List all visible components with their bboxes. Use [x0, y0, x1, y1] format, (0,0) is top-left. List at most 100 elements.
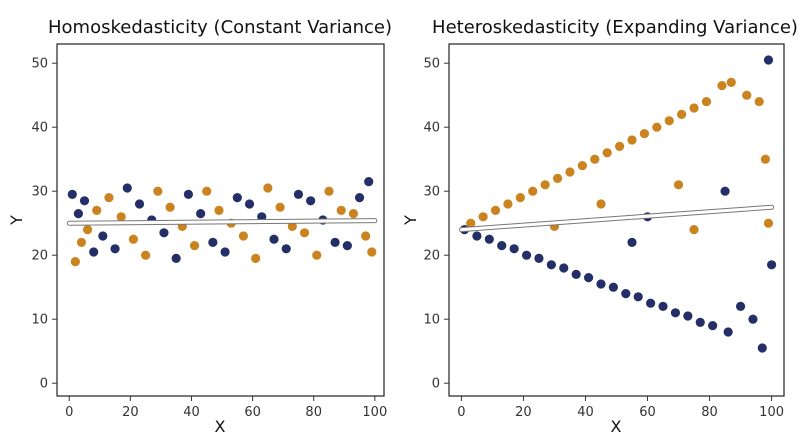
data-point: [287, 221, 297, 231]
data-point: [763, 55, 774, 65]
plot-frame: [56, 43, 385, 397]
data-point: [571, 269, 581, 279]
data-point: [330, 237, 340, 247]
data-point: [275, 202, 285, 212]
data-point: [189, 241, 200, 251]
data-point: [67, 189, 77, 199]
data-point: [689, 103, 699, 113]
data-point: [367, 247, 377, 257]
data-point: [354, 193, 365, 203]
chart-title: Heteroskedasticity (Expanding Variance): [432, 17, 798, 38]
data-point: [361, 231, 371, 241]
data-point: [104, 193, 114, 203]
data-point: [723, 327, 733, 337]
y-tick-label: 50: [423, 57, 440, 72]
chart-title: Homoskedasticity (Constant Variance): [48, 17, 392, 38]
data-point: [670, 308, 681, 318]
x-tick-label: 60: [639, 405, 656, 420]
data-point: [627, 237, 637, 247]
data-point: [478, 212, 488, 222]
y-tick-label: 20: [423, 249, 440, 264]
axes-layer: 0 20 40 60 80 100 0 10 20 30 40 50: [423, 57, 784, 420]
data-point: [73, 209, 83, 219]
y-tick-label: 10: [423, 313, 440, 328]
y-tick-label: 10: [31, 313, 48, 328]
data-point: [165, 202, 175, 212]
data-point: [565, 167, 575, 177]
x-tick-label: 80: [305, 405, 322, 420]
data-point: [324, 186, 334, 196]
data-point: [552, 173, 563, 183]
data-point: [577, 161, 587, 171]
data-point: [766, 260, 777, 270]
y-tick-label: 30: [423, 185, 440, 200]
data-point: [306, 196, 316, 206]
data-point: [336, 205, 346, 215]
data-point: [82, 225, 93, 235]
y-tick-label: 0: [40, 377, 48, 392]
fit-line: [459, 205, 774, 232]
data-point: [596, 279, 606, 289]
data-point: [546, 260, 556, 270]
data-point: [208, 237, 218, 247]
data-point: [281, 244, 291, 254]
data-point: [596, 199, 606, 209]
data-point: [484, 234, 494, 244]
x-tick-label: 20: [515, 405, 532, 420]
x-tick-label: 100: [759, 405, 784, 420]
y-tick-label: 0: [432, 377, 440, 392]
data-point: [646, 298, 656, 308]
x-tick-label: 100: [362, 405, 387, 420]
data-point: [627, 135, 637, 145]
fit-line: [67, 219, 377, 225]
data-point: [263, 183, 273, 193]
data-point: [110, 244, 120, 254]
data-point: [141, 250, 151, 260]
data-point: [726, 77, 736, 87]
data-point: [608, 282, 618, 292]
data-point: [701, 97, 712, 107]
data-point: [128, 234, 139, 244]
data-point: [299, 228, 310, 238]
data-point: [540, 180, 550, 190]
data-point: [196, 209, 206, 219]
data-point: [509, 244, 519, 254]
data-point: [708, 321, 718, 331]
data-point: [677, 109, 687, 119]
data-point: [348, 209, 359, 219]
data-point: [673, 180, 684, 190]
x-tick-label: 40: [183, 405, 200, 420]
data-point: [92, 205, 102, 215]
y-tick-label: 30: [31, 185, 48, 200]
data-point: [98, 231, 108, 241]
data-point: [251, 253, 261, 263]
marks-layer: [458, 55, 777, 353]
y-axis-label: Y: [7, 215, 26, 226]
data-point: [602, 148, 612, 158]
x-tick-label: 0: [457, 405, 465, 420]
y-tick-label: 50: [31, 57, 48, 72]
data-point: [342, 241, 352, 251]
y-tick-label: 20: [31, 249, 48, 264]
data-point: [658, 301, 668, 311]
data-point: [214, 205, 224, 215]
data-point: [633, 292, 643, 302]
data-point: [735, 301, 746, 311]
data-point: [490, 205, 501, 215]
data-point: [364, 177, 374, 187]
data-point: [171, 253, 181, 263]
data-point: [269, 234, 279, 244]
data-point: [472, 231, 482, 241]
panel-homoskedasticity: Homoskedasticity (Constant Variance) 0 20…: [7, 17, 392, 436]
data-point: [583, 273, 594, 283]
data-point: [689, 225, 699, 235]
data-point: [79, 196, 90, 206]
panel-heteroskedasticity: Heteroskedasticity (Expanding Variance) …: [401, 17, 798, 436]
data-point: [159, 228, 169, 238]
x-axis-label: X: [215, 417, 226, 436]
x-tick-label: 60: [244, 405, 261, 420]
data-point: [76, 237, 87, 247]
marks-layer: [66, 177, 378, 267]
data-point: [466, 218, 476, 228]
y-tick-label: 40: [31, 121, 48, 136]
